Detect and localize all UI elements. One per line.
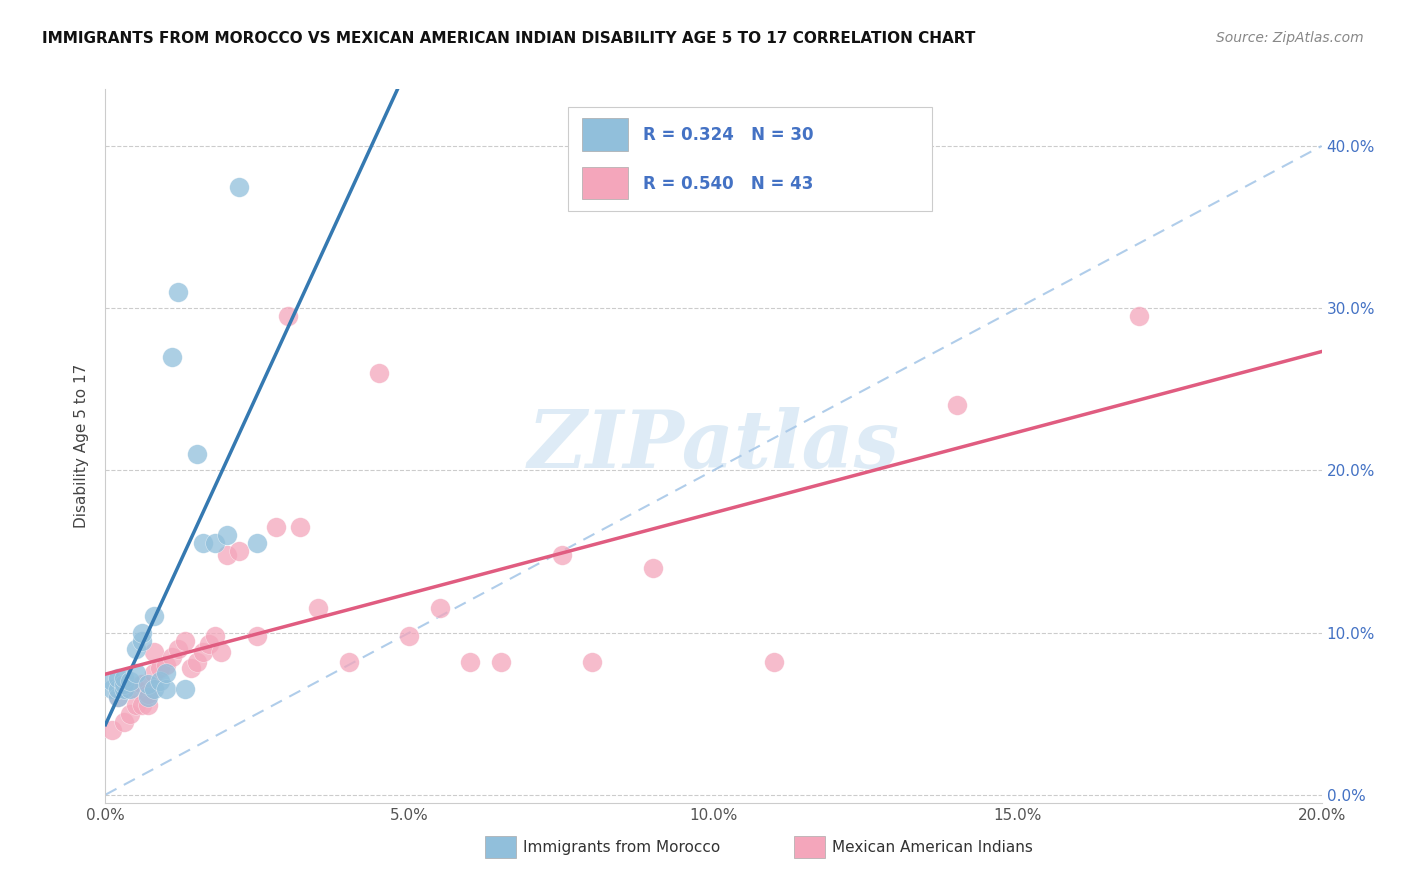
Point [198,637,221,651]
Point [131,633,153,648]
Point [763,655,786,669]
Point [277,310,299,324]
Point [191,536,214,550]
Point [112,671,135,685]
Point [337,655,360,669]
Point [143,666,166,681]
Point [125,666,148,681]
Point [180,661,202,675]
Point [228,544,250,558]
Point [368,366,391,380]
Point [112,682,135,697]
Point [136,677,159,691]
Point [100,674,122,689]
Point [125,641,148,656]
Point [143,682,166,697]
Point [167,641,190,656]
Point [204,629,226,643]
Point [186,655,208,669]
Point [204,536,226,550]
Point [136,698,159,713]
Point [307,601,329,615]
Point [173,682,195,697]
FancyBboxPatch shape [582,167,628,199]
Text: Immigrants from Morocco: Immigrants from Morocco [523,840,720,855]
Point [155,666,177,681]
Point [136,690,159,705]
Point [136,687,159,701]
Text: R = 0.540   N = 43: R = 0.540 N = 43 [643,175,814,193]
Point [143,609,166,624]
Point [112,714,135,729]
Point [118,682,141,697]
Point [173,633,195,648]
Point [131,625,153,640]
Point [191,645,214,659]
Point [125,698,148,713]
Text: IMMIGRANTS FROM MOROCCO VS MEXICAN AMERICAN INDIAN DISABILITY AGE 5 TO 17 CORREL: IMMIGRANTS FROM MOROCCO VS MEXICAN AMERI… [42,31,976,46]
Point [186,447,208,461]
Text: Source: ZipAtlas.com: Source: ZipAtlas.com [1216,31,1364,45]
Point [288,520,311,534]
Point [228,179,250,194]
FancyBboxPatch shape [485,836,516,858]
Point [398,629,420,643]
Point [167,285,190,299]
Point [125,682,148,697]
Point [155,657,177,672]
Point [489,655,512,669]
Point [217,548,239,562]
Point [217,528,239,542]
Point [209,645,232,659]
Point [112,682,135,697]
Point [131,677,153,691]
Point [143,645,166,659]
Point [1128,310,1150,324]
Point [112,677,135,691]
Point [149,661,172,675]
Text: Mexican American Indians: Mexican American Indians [832,840,1033,855]
Point [100,682,122,697]
Point [246,629,269,643]
FancyBboxPatch shape [568,107,932,211]
Y-axis label: Disability Age 5 to 17: Disability Age 5 to 17 [75,364,90,528]
Point [100,723,122,737]
Point [162,649,184,664]
Point [107,671,129,685]
Point [550,548,572,562]
Point [581,655,603,669]
Point [131,698,153,713]
Text: ZIPatlas: ZIPatlas [527,408,900,484]
Point [107,682,129,697]
FancyBboxPatch shape [582,119,628,151]
FancyBboxPatch shape [794,836,825,858]
Point [641,560,664,574]
Point [107,690,129,705]
Point [429,601,451,615]
Point [458,655,481,669]
Point [246,536,269,550]
Point [118,706,141,721]
Point [155,682,177,697]
Point [149,674,172,689]
Point [945,399,967,413]
Point [264,520,287,534]
Point [162,350,184,364]
Text: R = 0.324   N = 30: R = 0.324 N = 30 [643,127,814,145]
Point [118,674,141,689]
Point [107,690,129,705]
